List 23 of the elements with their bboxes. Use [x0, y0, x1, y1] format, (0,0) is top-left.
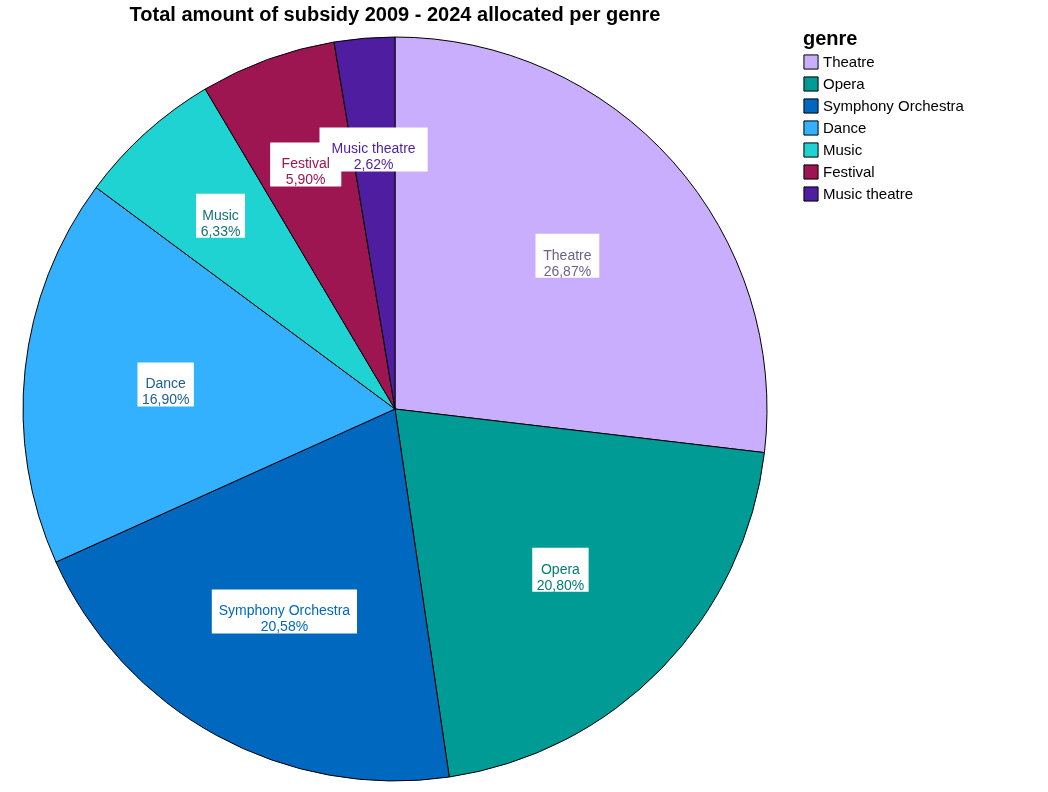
data-label: 6,33% — [200, 222, 241, 239]
legend-label: Theatre — [823, 53, 875, 70]
legend-label: Symphony Orchestra — [823, 97, 965, 114]
legend-label: Music — [823, 141, 863, 158]
legend-label: Festival — [823, 163, 875, 180]
slice-label: Dance — [145, 375, 187, 392]
data-label: 2,62% — [353, 156, 394, 173]
slice-label: Festival — [281, 155, 330, 172]
legend-title: genre — [803, 27, 858, 49]
data-label: 20,58% — [260, 618, 309, 635]
data-label: 16,90% — [141, 391, 190, 408]
legend-label: Music theatre — [823, 185, 914, 202]
slice-label: Music theatre — [331, 140, 416, 157]
slice-label: Symphony Orchestra — [218, 602, 351, 619]
slice-label: Theatre — [543, 246, 592, 263]
slice-label: Music — [202, 206, 239, 223]
legend-label: Opera — [823, 75, 866, 92]
chart-title: Total amount of subsidy 2009 - 2024 allocated per genre — [129, 3, 661, 25]
data-label: 5,90% — [285, 171, 326, 188]
data-label: 20,80% — [536, 576, 585, 593]
slice-label: Opera — [540, 560, 581, 577]
legend-label: Dance — [823, 119, 867, 136]
data-label: 26,87% — [543, 262, 592, 279]
